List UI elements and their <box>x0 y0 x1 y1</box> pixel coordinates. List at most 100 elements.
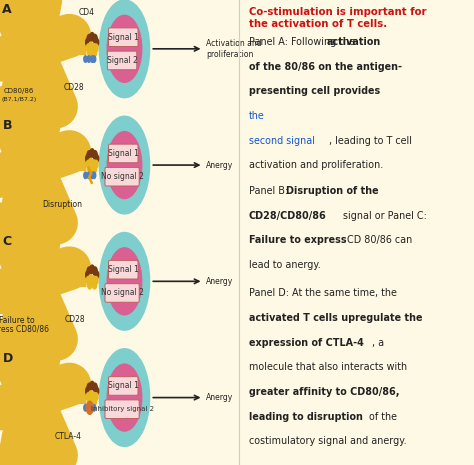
Text: Signal 1: Signal 1 <box>108 149 139 158</box>
Circle shape <box>100 116 150 214</box>
Circle shape <box>107 248 142 315</box>
Circle shape <box>87 267 91 275</box>
Circle shape <box>93 383 97 392</box>
Circle shape <box>89 274 93 282</box>
Text: , a: , a <box>372 338 384 348</box>
Circle shape <box>84 172 87 179</box>
Circle shape <box>86 154 90 163</box>
Text: activation and proliferation.: activation and proliferation. <box>249 160 383 171</box>
Circle shape <box>15 366 47 429</box>
Text: Signal 1: Signal 1 <box>108 381 139 391</box>
FancyBboxPatch shape <box>109 260 138 279</box>
Text: Disruption: Disruption <box>42 200 82 209</box>
Text: D: D <box>2 352 13 365</box>
Circle shape <box>87 56 91 62</box>
Circle shape <box>94 276 98 284</box>
FancyBboxPatch shape <box>107 51 137 70</box>
Circle shape <box>88 397 92 405</box>
FancyBboxPatch shape <box>109 144 138 163</box>
Text: Activation and
proliferation: Activation and proliferation <box>206 39 262 59</box>
Text: presenting cell provides: presenting cell provides <box>249 86 383 97</box>
Text: molecule that also interacts with: molecule that also interacts with <box>249 362 407 372</box>
Circle shape <box>92 49 97 57</box>
Text: signal or Panel C:: signal or Panel C: <box>340 211 427 221</box>
Circle shape <box>94 154 99 163</box>
Circle shape <box>91 56 94 62</box>
Text: second signal: second signal <box>249 136 315 146</box>
Text: CD28/CD80/86: CD28/CD80/86 <box>249 211 327 221</box>
Text: Panel A: Following the: Panel A: Following the <box>249 37 358 47</box>
Circle shape <box>89 159 93 166</box>
Circle shape <box>94 160 98 168</box>
Circle shape <box>87 151 91 159</box>
Text: the activation of T cells.: the activation of T cells. <box>249 19 387 29</box>
Circle shape <box>100 0 150 98</box>
Circle shape <box>90 265 94 273</box>
Circle shape <box>88 281 92 289</box>
Text: CTLA-4: CTLA-4 <box>55 432 82 441</box>
Text: activated T cells upregulate the: activated T cells upregulate the <box>249 313 422 323</box>
FancyBboxPatch shape <box>109 377 138 395</box>
Circle shape <box>94 271 99 279</box>
Circle shape <box>93 151 97 159</box>
Circle shape <box>94 44 98 52</box>
Text: Failure to: Failure to <box>0 316 35 325</box>
Text: Panel D: At the same time, the: Panel D: At the same time, the <box>249 288 397 299</box>
Text: No signal 2: No signal 2 <box>100 288 144 298</box>
Text: CD4: CD4 <box>78 8 94 17</box>
Circle shape <box>88 165 92 173</box>
Circle shape <box>89 42 93 50</box>
Circle shape <box>92 172 96 179</box>
Circle shape <box>91 405 94 411</box>
Text: B: B <box>2 119 12 132</box>
Circle shape <box>107 364 142 431</box>
Circle shape <box>91 392 96 400</box>
Circle shape <box>86 392 91 401</box>
Text: Signal 2: Signal 2 <box>107 56 137 65</box>
Circle shape <box>94 387 99 395</box>
Text: Signal 1: Signal 1 <box>108 265 139 274</box>
Text: CD28: CD28 <box>65 315 86 324</box>
Circle shape <box>86 387 90 395</box>
Circle shape <box>87 172 91 179</box>
Circle shape <box>88 49 92 57</box>
Circle shape <box>100 349 150 446</box>
Circle shape <box>86 160 91 168</box>
Circle shape <box>87 405 91 411</box>
Circle shape <box>90 381 94 390</box>
Circle shape <box>92 405 96 411</box>
Text: leading to disruption: leading to disruption <box>249 412 363 422</box>
Circle shape <box>86 44 91 52</box>
Text: CD80/86: CD80/86 <box>4 88 34 94</box>
FancyBboxPatch shape <box>109 28 138 46</box>
Text: C: C <box>2 235 11 248</box>
Circle shape <box>87 383 91 392</box>
Circle shape <box>92 56 96 62</box>
Text: Co-stimulation is important for: Co-stimulation is important for <box>249 7 427 17</box>
Circle shape <box>93 267 97 275</box>
Circle shape <box>92 281 97 289</box>
Circle shape <box>91 160 96 168</box>
Circle shape <box>15 250 47 313</box>
Text: Anergy: Anergy <box>206 393 233 402</box>
Text: Anergy: Anergy <box>206 160 233 170</box>
Circle shape <box>86 401 93 414</box>
FancyBboxPatch shape <box>105 400 139 418</box>
Circle shape <box>87 34 91 43</box>
Text: No signal 2: No signal 2 <box>100 172 144 181</box>
Circle shape <box>89 391 93 399</box>
Text: Inhibitory signal 2: Inhibitory signal 2 <box>91 406 154 412</box>
Circle shape <box>86 276 91 284</box>
Circle shape <box>92 397 97 405</box>
Text: Anergy: Anergy <box>206 277 233 286</box>
Text: greater affinity to CD80/86,: greater affinity to CD80/86, <box>249 387 399 397</box>
Text: , leading to T cell: , leading to T cell <box>328 136 411 146</box>
Text: Disruption of the: Disruption of the <box>286 186 379 196</box>
Circle shape <box>90 149 94 157</box>
Circle shape <box>92 165 97 173</box>
Text: CD28: CD28 <box>64 83 84 92</box>
Circle shape <box>86 271 90 279</box>
Text: of the: of the <box>366 412 397 422</box>
Circle shape <box>91 276 96 284</box>
Circle shape <box>94 38 99 46</box>
